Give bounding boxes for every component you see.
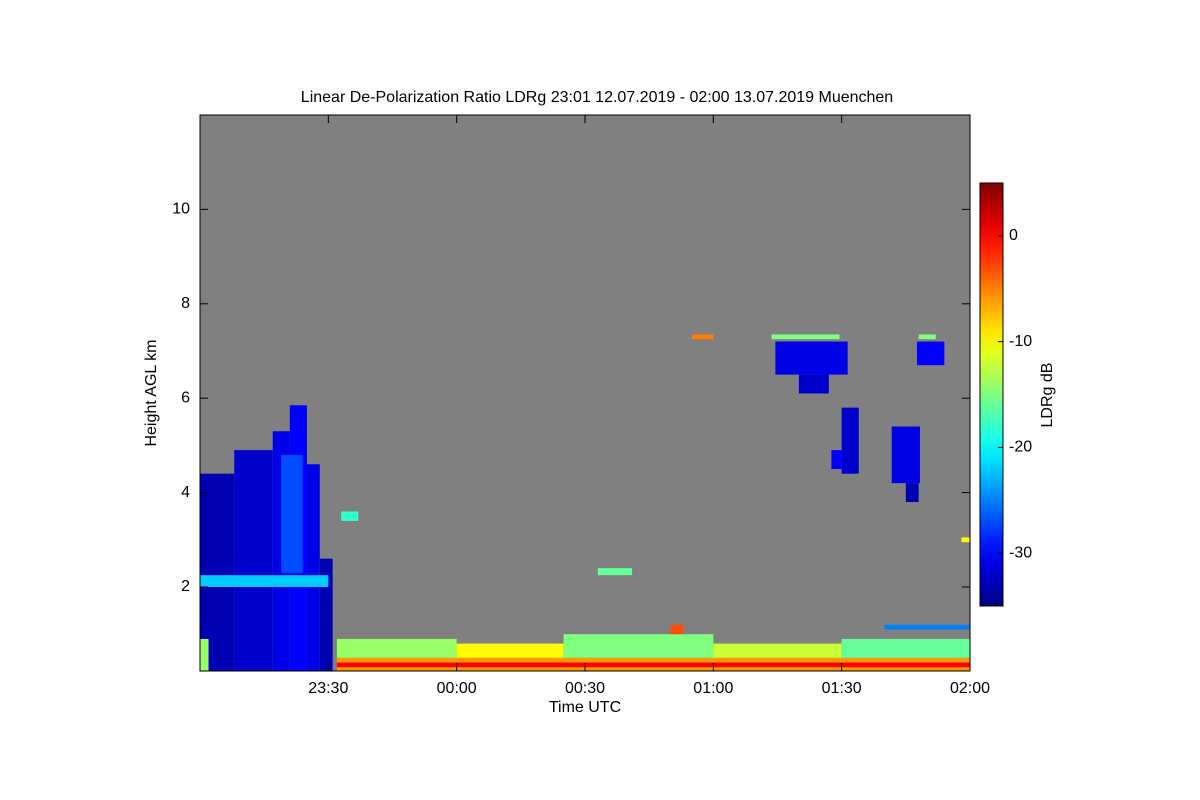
heatmap-cell bbox=[713, 643, 842, 658]
heatmap-cell bbox=[456, 643, 564, 658]
heatmap-cell bbox=[306, 464, 320, 671]
colorbar-tick-label: -20 bbox=[1009, 439, 1032, 456]
heatmap-cell bbox=[905, 483, 919, 503]
colorbar-tick-label: -10 bbox=[1009, 333, 1032, 350]
heatmap-cell bbox=[200, 575, 329, 587]
y-tick-label: 6 bbox=[181, 389, 190, 406]
heatmap-cell bbox=[961, 537, 970, 543]
heatmap-cell bbox=[336, 638, 457, 658]
heatmap-cell bbox=[234, 450, 273, 671]
x-tick-label: 01:30 bbox=[822, 680, 862, 697]
heatmap-cell bbox=[884, 624, 970, 630]
x-tick-label: 01:00 bbox=[693, 680, 733, 697]
x-tick-label: 02:00 bbox=[950, 680, 990, 697]
heatmap-cell bbox=[798, 374, 829, 394]
x-tick-label: 00:30 bbox=[565, 680, 605, 697]
heatmap-cell bbox=[841, 638, 970, 658]
x-tick-label: 23:30 bbox=[308, 680, 348, 697]
heatmap-cell bbox=[775, 341, 848, 375]
heatmap-cell bbox=[563, 634, 714, 658]
heatmap-cell bbox=[341, 511, 359, 521]
heatmap-cell bbox=[841, 407, 859, 474]
heatmap-cell bbox=[281, 454, 303, 573]
heatmap-cell bbox=[918, 334, 936, 340]
colorbar-tick-label: 0 bbox=[1009, 227, 1018, 244]
chart-title: Linear De-Polarization Ratio LDRg 23:01 … bbox=[301, 89, 893, 106]
x-axis-label: Time UTC bbox=[549, 699, 621, 716]
heatmap-cell bbox=[771, 334, 840, 340]
heatmap-cell bbox=[336, 662, 970, 668]
y-tick-label: 8 bbox=[181, 295, 190, 312]
y-tick-label: 2 bbox=[181, 578, 190, 595]
colorbar-tick-label: -30 bbox=[1009, 544, 1032, 561]
heatmap-cell bbox=[891, 426, 920, 484]
heatmap-cell bbox=[200, 473, 235, 671]
y-tick-label: 10 bbox=[172, 201, 190, 218]
heatmap-cell bbox=[831, 450, 842, 469]
heatmap-cell bbox=[200, 638, 209, 671]
y-axis-label: Height AGL km bbox=[143, 339, 160, 446]
x-tick-label: 00:00 bbox=[437, 680, 477, 697]
colorbar bbox=[979, 182, 1004, 607]
heatmap-cell bbox=[670, 624, 684, 635]
colorbar-label: LDRg dB bbox=[1039, 363, 1056, 428]
heatmap-cell bbox=[916, 341, 945, 366]
y-tick-label: 4 bbox=[181, 484, 190, 501]
heatmap-cell bbox=[691, 334, 714, 340]
heatmap-cell bbox=[597, 568, 633, 576]
